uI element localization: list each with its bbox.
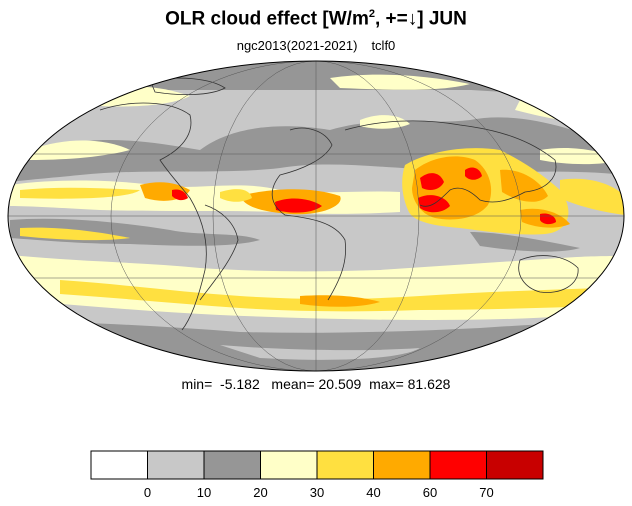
colorbar-tick-label: 30: [309, 485, 325, 500]
south-china-sea-orange: [500, 169, 548, 202]
arctic-yellow-patch-2: [330, 74, 470, 90]
colorbar-box-6: [429, 450, 487, 480]
colorbar-tick-label: 60: [422, 485, 438, 500]
south-pacific-yellow: [20, 227, 130, 241]
graticule: [8, 61, 624, 371]
map-field: [8, 61, 624, 371]
colorbar: [90, 450, 544, 480]
title-text: OLR cloud effect [W/m: [165, 8, 369, 30]
itcz-pacific-yellow: [20, 187, 140, 199]
subtitle-variable: tclf0: [371, 38, 396, 53]
title-rest: , +=↓] JUN: [374, 8, 467, 30]
southern-orange-patch: [300, 295, 380, 307]
greenland-coast: [149, 77, 226, 96]
central-america-red: [172, 189, 188, 201]
india-red-1: [420, 173, 444, 190]
east-pacific-yellow: [540, 148, 622, 165]
colorbar-box-4: [316, 450, 374, 480]
globe-outline: [7, 60, 625, 372]
colorbar-box-5: [373, 450, 431, 480]
graticule-meridian-ring: [110, 61, 522, 371]
colorbar-tick-label: 70: [479, 485, 494, 500]
antarctica-light: [220, 345, 420, 360]
southern-bright-yellow: [60, 280, 600, 312]
indian-ocean-gray: [470, 232, 580, 252]
west-pacific-yellow: [560, 178, 624, 215]
colorbar-box-3: [260, 450, 318, 480]
title-superscript: 2: [368, 8, 375, 20]
colorbar-box-1: [147, 450, 205, 480]
australia-coast: [518, 255, 579, 293]
colorbar-tick-label: 40: [366, 485, 381, 500]
stats-min-value: -5.182: [220, 376, 260, 392]
graticule-meridian-ring-inner: [212, 61, 420, 371]
stats-mean-label: mean=: [271, 376, 315, 392]
map-subtitle: ngc2013(2021-2021) tclf0: [0, 38, 632, 53]
stats-line: min= -5.182 mean= 20.509 max= 81.628: [0, 376, 632, 392]
colorbar-tick-label: 10: [196, 485, 212, 500]
atlantic-yellow: [220, 189, 252, 202]
colorbar-box-2: [203, 450, 261, 480]
stats-mean-value: 20.509: [318, 376, 362, 392]
stats-min-label: min=: [181, 376, 213, 392]
europe-africa-coast: [271, 127, 347, 301]
africa-red: [275, 198, 322, 213]
bay-bengal-red: [465, 167, 482, 180]
colorbar-tick-label: 0: [143, 485, 152, 500]
colorbar-tick-label: 20: [253, 485, 268, 500]
asia-coast: [344, 120, 557, 207]
map-title: OLR cloud effect [W/m2, +=↓] JUN: [0, 8, 632, 30]
colorbar-box-7: [486, 450, 544, 480]
stats-max-label: max=: [369, 376, 404, 392]
subtitle-run: ngc2013(2021-2021): [236, 38, 358, 53]
south-america-coast: [199, 204, 239, 301]
north-pacific-yellow: [30, 140, 130, 160]
colorbar-box-0: [90, 450, 148, 480]
stats-max-value: 81.628: [407, 376, 451, 392]
